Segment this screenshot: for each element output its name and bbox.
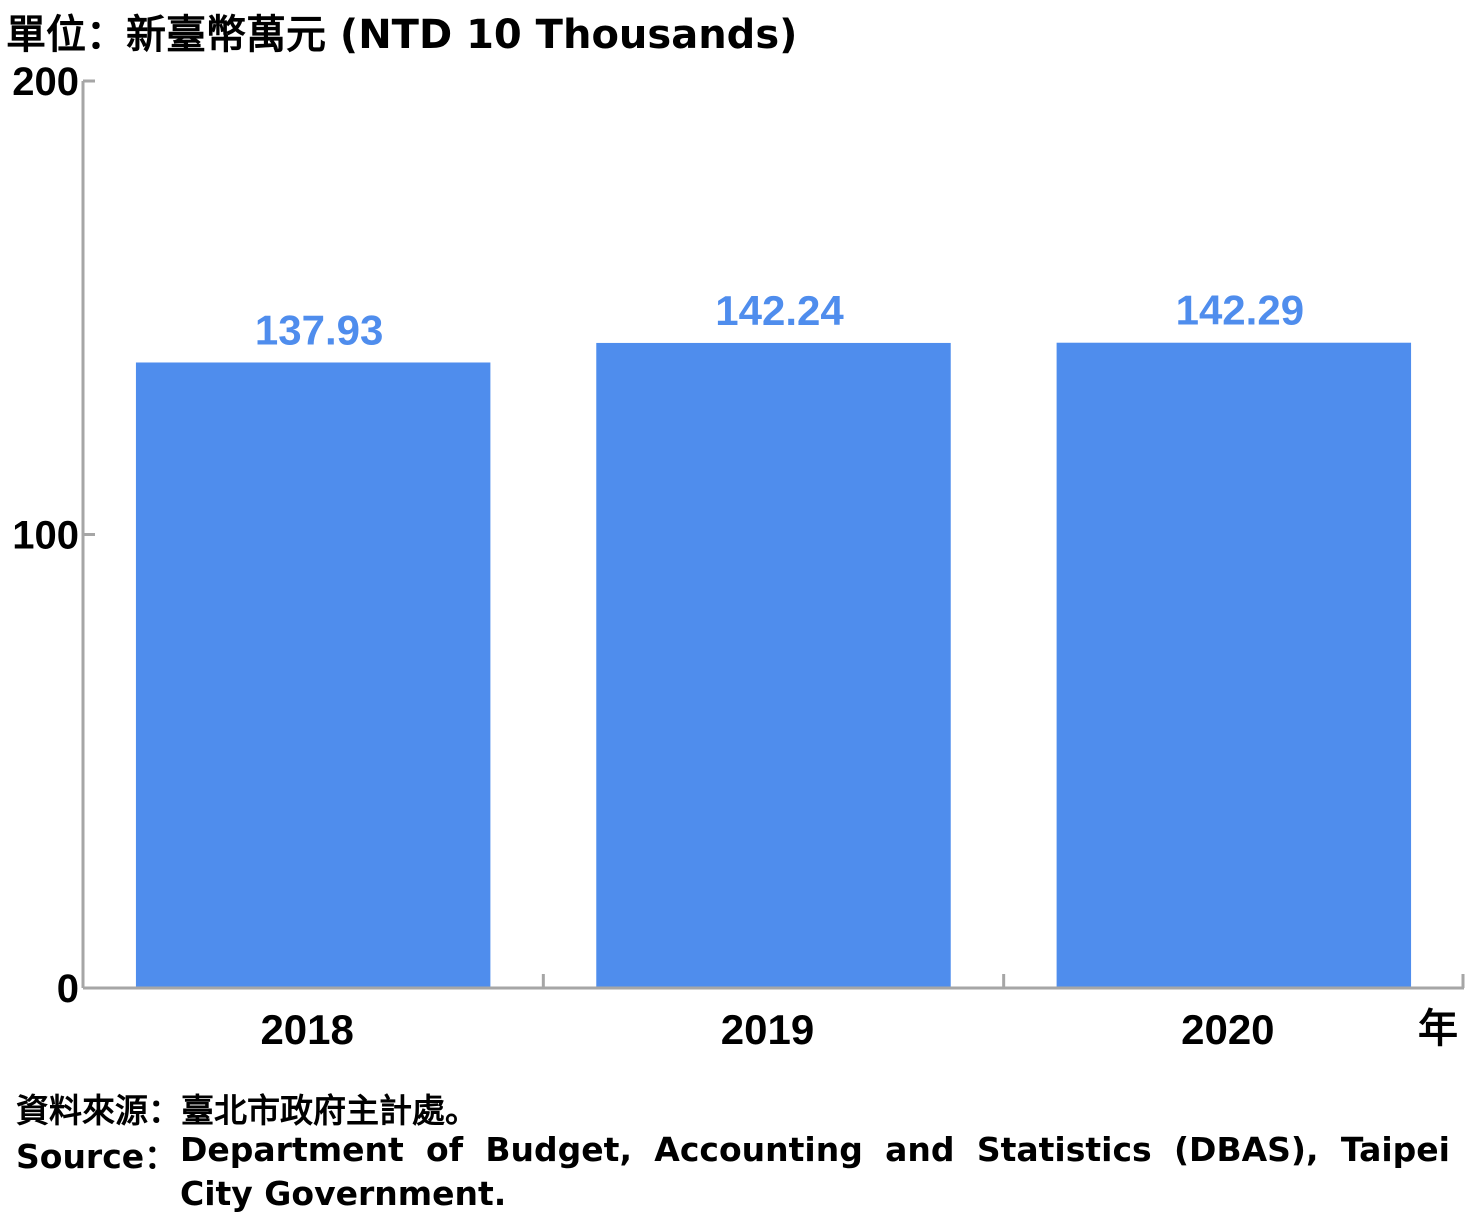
bar-2020	[1056, 342, 1412, 987]
data-label-2020: 142.29	[1176, 287, 1304, 334]
source-en-text: Department of Budget, Accounting and Sta…	[180, 1130, 1450, 1213]
unit-label: 單位：新臺幣萬元 (NTD 10 Thousands)	[6, 12, 798, 58]
data-label-2019: 142.24	[715, 287, 844, 334]
bar-2019	[596, 342, 951, 987]
x-axis-unit-label: 年	[1418, 1006, 1458, 1052]
bar-2018	[135, 362, 491, 987]
x-tick-label-2018: 2018	[260, 1006, 353, 1053]
y-tick-label: 100	[12, 514, 79, 558]
source-en: Source：Department of Budget, Accounting …	[16, 1130, 1456, 1216]
x-tick-label-2020: 2020	[1181, 1006, 1274, 1053]
y-tick-label: 200	[12, 60, 79, 104]
x-tick-label-2019: 2019	[721, 1006, 814, 1053]
bar-chart: 0 100 200 137.93 2018 142.24 2019 142.29 2020 年	[12, 60, 1465, 1053]
source-zh: 資料來源：臺北市政府主計處。	[16, 1091, 478, 1130]
data-label-2018: 137.93	[255, 306, 383, 353]
source-en-label: Source：	[16, 1137, 178, 1176]
y-tick-label: 0	[57, 967, 79, 1011]
